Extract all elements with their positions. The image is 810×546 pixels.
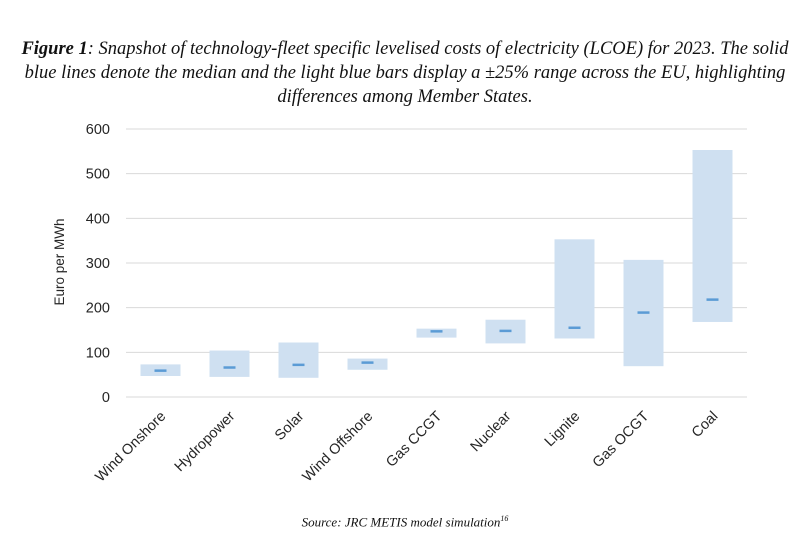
x-category-label: Coal: [689, 409, 721, 441]
x-category-label: Wind Onshore: [92, 409, 169, 486]
x-category-label: Hydropower: [172, 408, 239, 475]
median-lines: [154, 298, 719, 372]
range-bar: [416, 328, 457, 338]
y-tick-label: 500: [86, 167, 110, 183]
y-tick-label: 300: [86, 256, 110, 272]
y-tick-label: 100: [86, 345, 110, 361]
figure-caption-text: : Snapshot of technology-fleet specific …: [24, 39, 789, 107]
y-axis-ticks: 0 100 200 300 400 500 600: [86, 122, 110, 406]
range-bar: [278, 342, 319, 378]
x-category-label: Wind Offshore: [300, 409, 377, 486]
range-bars: [140, 149, 733, 378]
range-bar: [692, 149, 733, 322]
x-category-label: Nuclear: [468, 408, 515, 455]
y-tick-label: 0: [102, 390, 110, 406]
range-bar: [554, 239, 595, 339]
y-tick-label: 200: [86, 301, 110, 317]
x-category-label: Solar: [272, 408, 307, 443]
x-category-label: Lignite: [542, 409, 584, 451]
y-tick-label: 600: [86, 122, 110, 138]
range-bar: [347, 358, 388, 370]
x-category-label: Gas CCGT: [383, 408, 445, 470]
figure-source: Source: JRC METIS model simulation16: [0, 514, 810, 530]
y-axis-label: Euro per MWh: [52, 218, 67, 305]
range-bar: [209, 350, 250, 377]
source-text: Source: JRC METIS model simulation: [301, 514, 501, 530]
source-footnote: 16: [500, 514, 509, 523]
y-tick-label: 400: [86, 211, 110, 227]
figure-caption: Figure 1: Snapshot of technology-fleet s…: [20, 37, 790, 109]
figure-label: Figure 1: [21, 39, 88, 59]
x-category-label: Gas OCGT: [590, 408, 653, 471]
